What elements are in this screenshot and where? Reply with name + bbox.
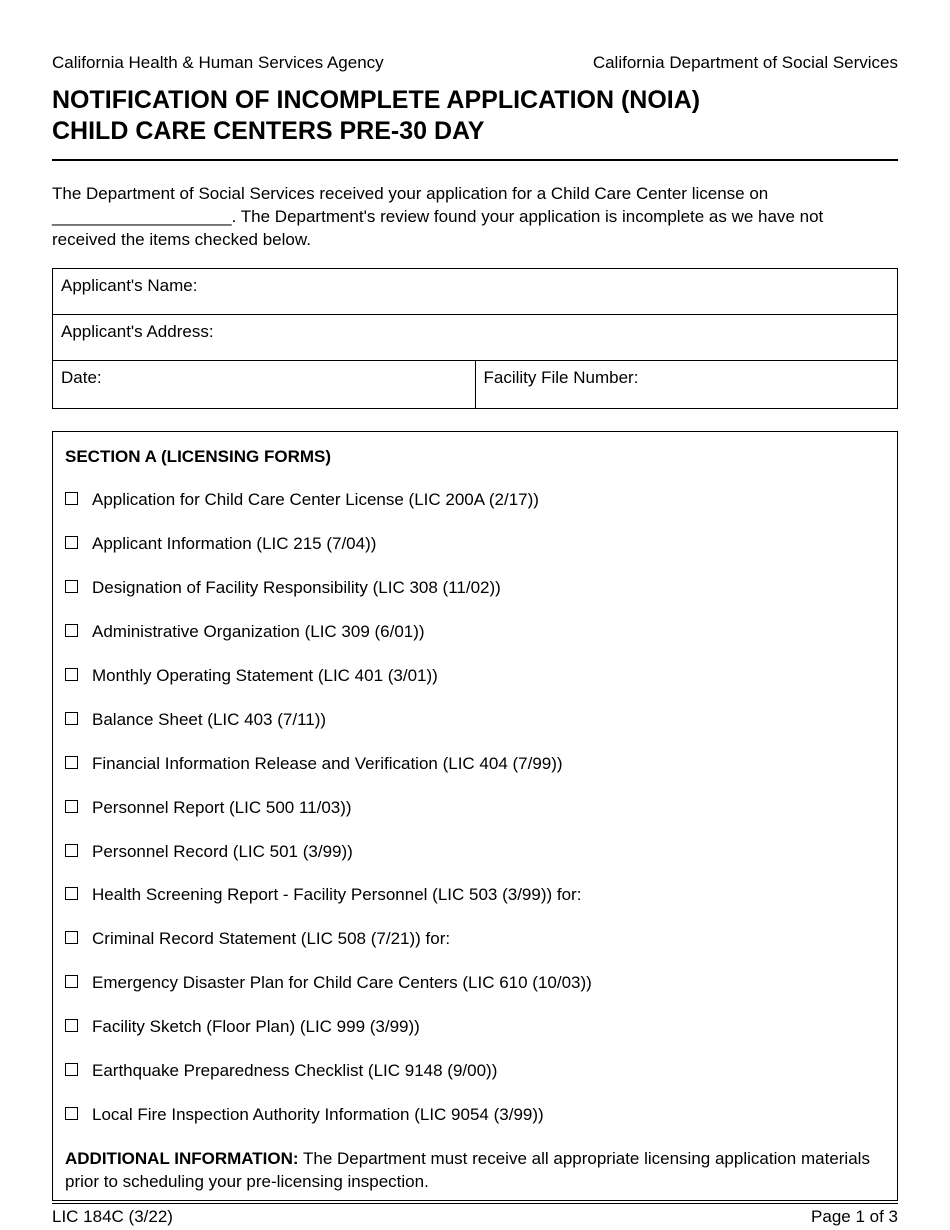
title-rule (52, 159, 898, 161)
check-item: Personnel Record (LIC 501 (3/99)) (65, 841, 885, 864)
date-cell: Date: (53, 361, 475, 408)
check-item: Financial Information Release and Verifi… (65, 753, 885, 776)
additional-label: ADDITIONAL INFORMATION: (65, 1149, 299, 1168)
agency-right: California Department of Social Services (593, 52, 898, 75)
intro-blank: ___________________ (52, 207, 232, 226)
intro-line2-rest: . The Department's review found your app… (232, 207, 824, 226)
check-item-label: Emergency Disaster Plan for Child Care C… (92, 972, 592, 995)
check-item: Designation of Facility Responsibility (… (65, 577, 885, 600)
form-id: LIC 184C (3/22) (52, 1206, 173, 1229)
check-item-label: Facility Sketch (Floor Plan) (LIC 999 (3… (92, 1016, 420, 1039)
checkbox-icon[interactable] (65, 580, 78, 593)
checkbox-icon[interactable] (65, 1019, 78, 1032)
checkbox-icon[interactable] (65, 931, 78, 944)
check-item: Facility Sketch (Floor Plan) (LIC 999 (3… (65, 1016, 885, 1039)
check-item: Earthquake Preparedness Checklist (LIC 9… (65, 1060, 885, 1083)
check-item: Balance Sheet (LIC 403 (7/11)) (65, 709, 885, 732)
checkbox-icon[interactable] (65, 800, 78, 813)
check-item-label: Personnel Report (LIC 500 11/03)) (92, 797, 352, 820)
checkbox-icon[interactable] (65, 1107, 78, 1120)
agency-left: California Health & Human Services Agenc… (52, 52, 384, 75)
applicant-address-label: Applicant's Address: (61, 321, 214, 344)
check-item-label: Application for Child Care Center Licens… (92, 489, 539, 512)
applicant-name-row: Applicant's Name: (53, 269, 897, 315)
checkbox-icon[interactable] (65, 975, 78, 988)
footer-row: LIC 184C (3/22) Page 1 of 3 (52, 1204, 898, 1229)
check-item: Health Screening Report - Facility Perso… (65, 884, 885, 907)
applicant-name-label: Applicant's Name: (61, 275, 197, 298)
checkbox-icon[interactable] (65, 756, 78, 769)
checkbox-icon[interactable] (65, 668, 78, 681)
checkbox-icon[interactable] (65, 1063, 78, 1076)
check-item-label: Balance Sheet (LIC 403 (7/11)) (92, 709, 326, 732)
page-number: Page 1 of 3 (811, 1206, 898, 1229)
check-item-label: Local Fire Inspection Authority Informat… (92, 1104, 544, 1127)
check-item-label: Administrative Organization (LIC 309 (6/… (92, 621, 425, 644)
intro-line3: received the items checked below. (52, 229, 898, 252)
document-title: NOTIFICATION OF INCOMPLETE APPLICATION (… (52, 85, 898, 156)
additional-information: ADDITIONAL INFORMATION: The Department m… (65, 1148, 885, 1194)
check-item: Administrative Organization (LIC 309 (6/… (65, 621, 885, 644)
check-item-label: Designation of Facility Responsibility (… (92, 577, 501, 600)
check-item: Monthly Operating Statement (LIC 401 (3/… (65, 665, 885, 688)
checkbox-icon[interactable] (65, 492, 78, 505)
section-a-box: SECTION A (LICENSING FORMS) Application … (52, 431, 898, 1201)
checkbox-icon[interactable] (65, 712, 78, 725)
check-item: Criminal Record Statement (LIC 508 (7/21… (65, 928, 885, 951)
section-a-heading: SECTION A (LICENSING FORMS) (65, 446, 885, 469)
title-line2: CHILD CARE CENTERS PRE-30 DAY (52, 116, 898, 147)
check-item-label: Financial Information Release and Verifi… (92, 753, 563, 776)
check-item: Local Fire Inspection Authority Informat… (65, 1104, 885, 1127)
check-item-label: Earthquake Preparedness Checklist (LIC 9… (92, 1060, 497, 1083)
check-item-label: Monthly Operating Statement (LIC 401 (3/… (92, 665, 438, 688)
checkbox-icon[interactable] (65, 887, 78, 900)
check-item: Personnel Report (LIC 500 11/03)) (65, 797, 885, 820)
applicant-address-row: Applicant's Address: (53, 315, 897, 361)
intro-line1: The Department of Social Services receiv… (52, 183, 898, 206)
check-item-label: Health Screening Report - Facility Perso… (92, 884, 581, 907)
header-row: California Health & Human Services Agenc… (52, 52, 898, 75)
check-item: Applicant Information (LIC 215 (7/04)) (65, 533, 885, 556)
date-facility-row: Date: Facility File Number: (53, 361, 897, 408)
check-item-label: Personnel Record (LIC 501 (3/99)) (92, 841, 353, 864)
check-item-label: Criminal Record Statement (LIC 508 (7/21… (92, 928, 450, 951)
intro-line2: ___________________. The Department's re… (52, 206, 898, 229)
checkbox-icon[interactable] (65, 844, 78, 857)
check-item-label: Applicant Information (LIC 215 (7/04)) (92, 533, 376, 556)
title-line1: NOTIFICATION OF INCOMPLETE APPLICATION (… (52, 85, 898, 116)
date-label: Date: (61, 368, 102, 387)
checkbox-icon[interactable] (65, 624, 78, 637)
intro-paragraph: The Department of Social Services receiv… (52, 183, 898, 252)
section-a-checklist: Application for Child Care Center Licens… (65, 489, 885, 1127)
applicant-info-table: Applicant's Name: Applicant's Address: D… (52, 268, 898, 409)
facility-file-label: Facility File Number: (484, 368, 639, 387)
check-item: Application for Child Care Center Licens… (65, 489, 885, 512)
check-item: Emergency Disaster Plan for Child Care C… (65, 972, 885, 995)
facility-file-cell: Facility File Number: (475, 361, 898, 408)
checkbox-icon[interactable] (65, 536, 78, 549)
